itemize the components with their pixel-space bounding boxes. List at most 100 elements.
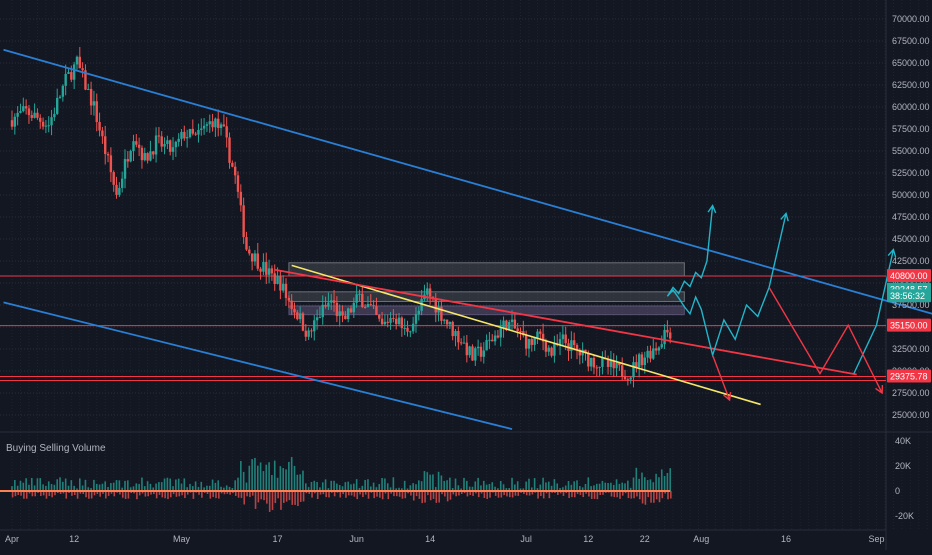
candle-body xyxy=(378,314,381,319)
candle-body xyxy=(58,96,62,98)
candle-body xyxy=(493,335,497,342)
candle-body xyxy=(245,237,248,250)
candle-body xyxy=(516,328,519,331)
candle-body xyxy=(242,205,245,238)
candle-body xyxy=(539,331,542,334)
candle-body xyxy=(361,293,364,307)
price-axis-label: 70000.00 xyxy=(892,14,930,24)
candle-body xyxy=(615,362,618,369)
candle-body xyxy=(609,360,613,367)
candle-body xyxy=(233,166,237,176)
candle-body xyxy=(524,335,528,349)
candle-body xyxy=(118,187,121,195)
candle-body xyxy=(95,101,98,122)
candle-body xyxy=(78,56,81,69)
candle-body xyxy=(324,304,327,307)
candle-body xyxy=(250,253,254,262)
candle-body xyxy=(519,330,522,332)
candle-body xyxy=(191,128,194,134)
candle-body xyxy=(654,348,658,351)
candle-body xyxy=(50,117,53,126)
price-axis-label: 27500.00 xyxy=(892,388,930,398)
candle-body xyxy=(397,317,401,325)
candle-body xyxy=(81,68,84,71)
candle-body xyxy=(163,143,166,147)
candle-body xyxy=(553,343,556,356)
candle-body xyxy=(115,184,118,195)
candle-body xyxy=(372,305,375,307)
candle-body xyxy=(618,362,621,366)
candle-body xyxy=(457,330,460,343)
time-axis-label: Jul xyxy=(520,534,532,544)
candle-body xyxy=(632,362,635,378)
candle-body xyxy=(572,340,576,346)
grid xyxy=(0,0,928,530)
candle-body xyxy=(313,320,316,332)
volume-axis-label: 0 xyxy=(895,486,900,496)
candle-body xyxy=(30,115,33,118)
price-axis-label: 67500.00 xyxy=(892,36,930,46)
candle-body xyxy=(349,308,353,313)
candle-body xyxy=(33,112,36,118)
price-tag: 38:56:32 xyxy=(890,291,925,301)
candle-body xyxy=(256,253,259,269)
candle-body xyxy=(392,317,395,319)
candle-body xyxy=(652,348,655,359)
candle-body xyxy=(231,162,234,167)
candle-body xyxy=(290,300,293,309)
candle-body xyxy=(169,140,172,152)
candle-body xyxy=(363,306,367,308)
trendline-red-trend xyxy=(274,268,857,376)
candle-body xyxy=(510,319,514,323)
candle-body xyxy=(335,302,339,317)
candle-body xyxy=(454,330,457,337)
candle-body xyxy=(120,178,124,188)
candle-body xyxy=(279,276,282,291)
candle-body xyxy=(578,349,582,356)
candle-body xyxy=(239,191,243,206)
candle-body xyxy=(626,379,630,381)
candle-body xyxy=(171,147,175,152)
candle-body xyxy=(225,126,228,138)
candle-body xyxy=(522,331,525,336)
candle-body xyxy=(499,328,502,338)
candle-body xyxy=(157,135,161,137)
candle-body xyxy=(443,319,446,321)
candle-body xyxy=(570,340,573,351)
level-tag: 29375.78 xyxy=(890,371,928,381)
candle-body xyxy=(185,137,189,139)
candle-body xyxy=(581,349,584,356)
candle-body xyxy=(22,106,25,112)
candle-body xyxy=(451,321,454,337)
candle-body xyxy=(262,261,265,272)
candle-body xyxy=(217,118,220,128)
candle-body xyxy=(41,121,45,127)
candle-body xyxy=(211,121,214,128)
candle-body xyxy=(341,311,344,316)
candle-body xyxy=(369,304,372,306)
candle-body xyxy=(530,339,533,345)
candle-body xyxy=(228,137,231,163)
projection-path-1 xyxy=(666,213,787,358)
candle-body xyxy=(236,175,240,192)
candle-body xyxy=(174,141,178,148)
candle-body xyxy=(505,320,508,331)
projection-path-0 xyxy=(666,205,714,297)
candle-body xyxy=(612,360,615,369)
volume-axis-label: 20K xyxy=(895,461,911,471)
candle-body xyxy=(92,101,96,106)
candle-body xyxy=(352,302,356,313)
candle-body xyxy=(101,130,104,137)
candle-body xyxy=(411,323,415,332)
candle-body xyxy=(666,329,669,333)
candle-body xyxy=(276,276,279,284)
candle-body xyxy=(550,347,553,356)
candle-body xyxy=(267,268,271,275)
candle-body xyxy=(106,153,110,156)
candle-body xyxy=(332,300,336,303)
candle-body xyxy=(491,339,494,342)
candle-body xyxy=(154,135,158,155)
candle-body xyxy=(315,317,319,321)
